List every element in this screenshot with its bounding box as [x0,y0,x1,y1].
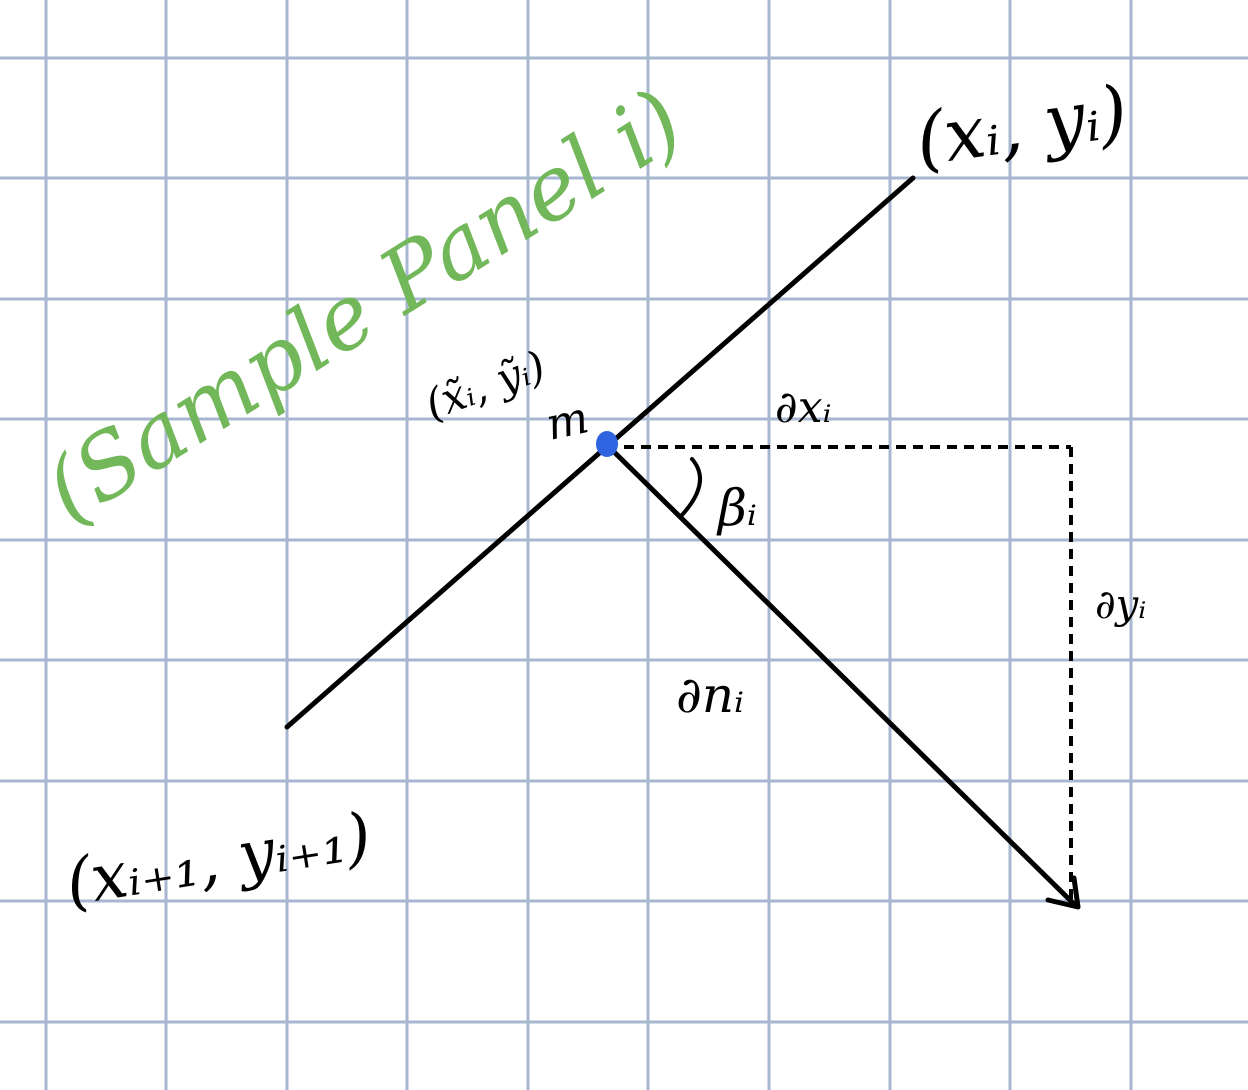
end-point-label: (xᵢ₊₁, yᵢ₊₁) [61,800,376,921]
start-point-label: (xᵢ, yᵢ) [911,69,1133,182]
beta-angle-arc [680,457,702,517]
beta-label: βᵢ [716,479,757,537]
dn-label: ∂nᵢ [676,666,744,724]
control-point-label: (x̃ᵢ, ỹᵢ) [419,341,552,429]
arrowhead-icon [1045,875,1081,910]
dx-label: ∂xᵢ [775,382,831,433]
dy-label: ∂yᵢ [1095,582,1146,628]
panel-title: (Sample Panel i) [27,69,701,543]
dot-icon [596,431,618,457]
normal-vector-line [604,442,1078,908]
midpoint-label: m [542,392,593,451]
